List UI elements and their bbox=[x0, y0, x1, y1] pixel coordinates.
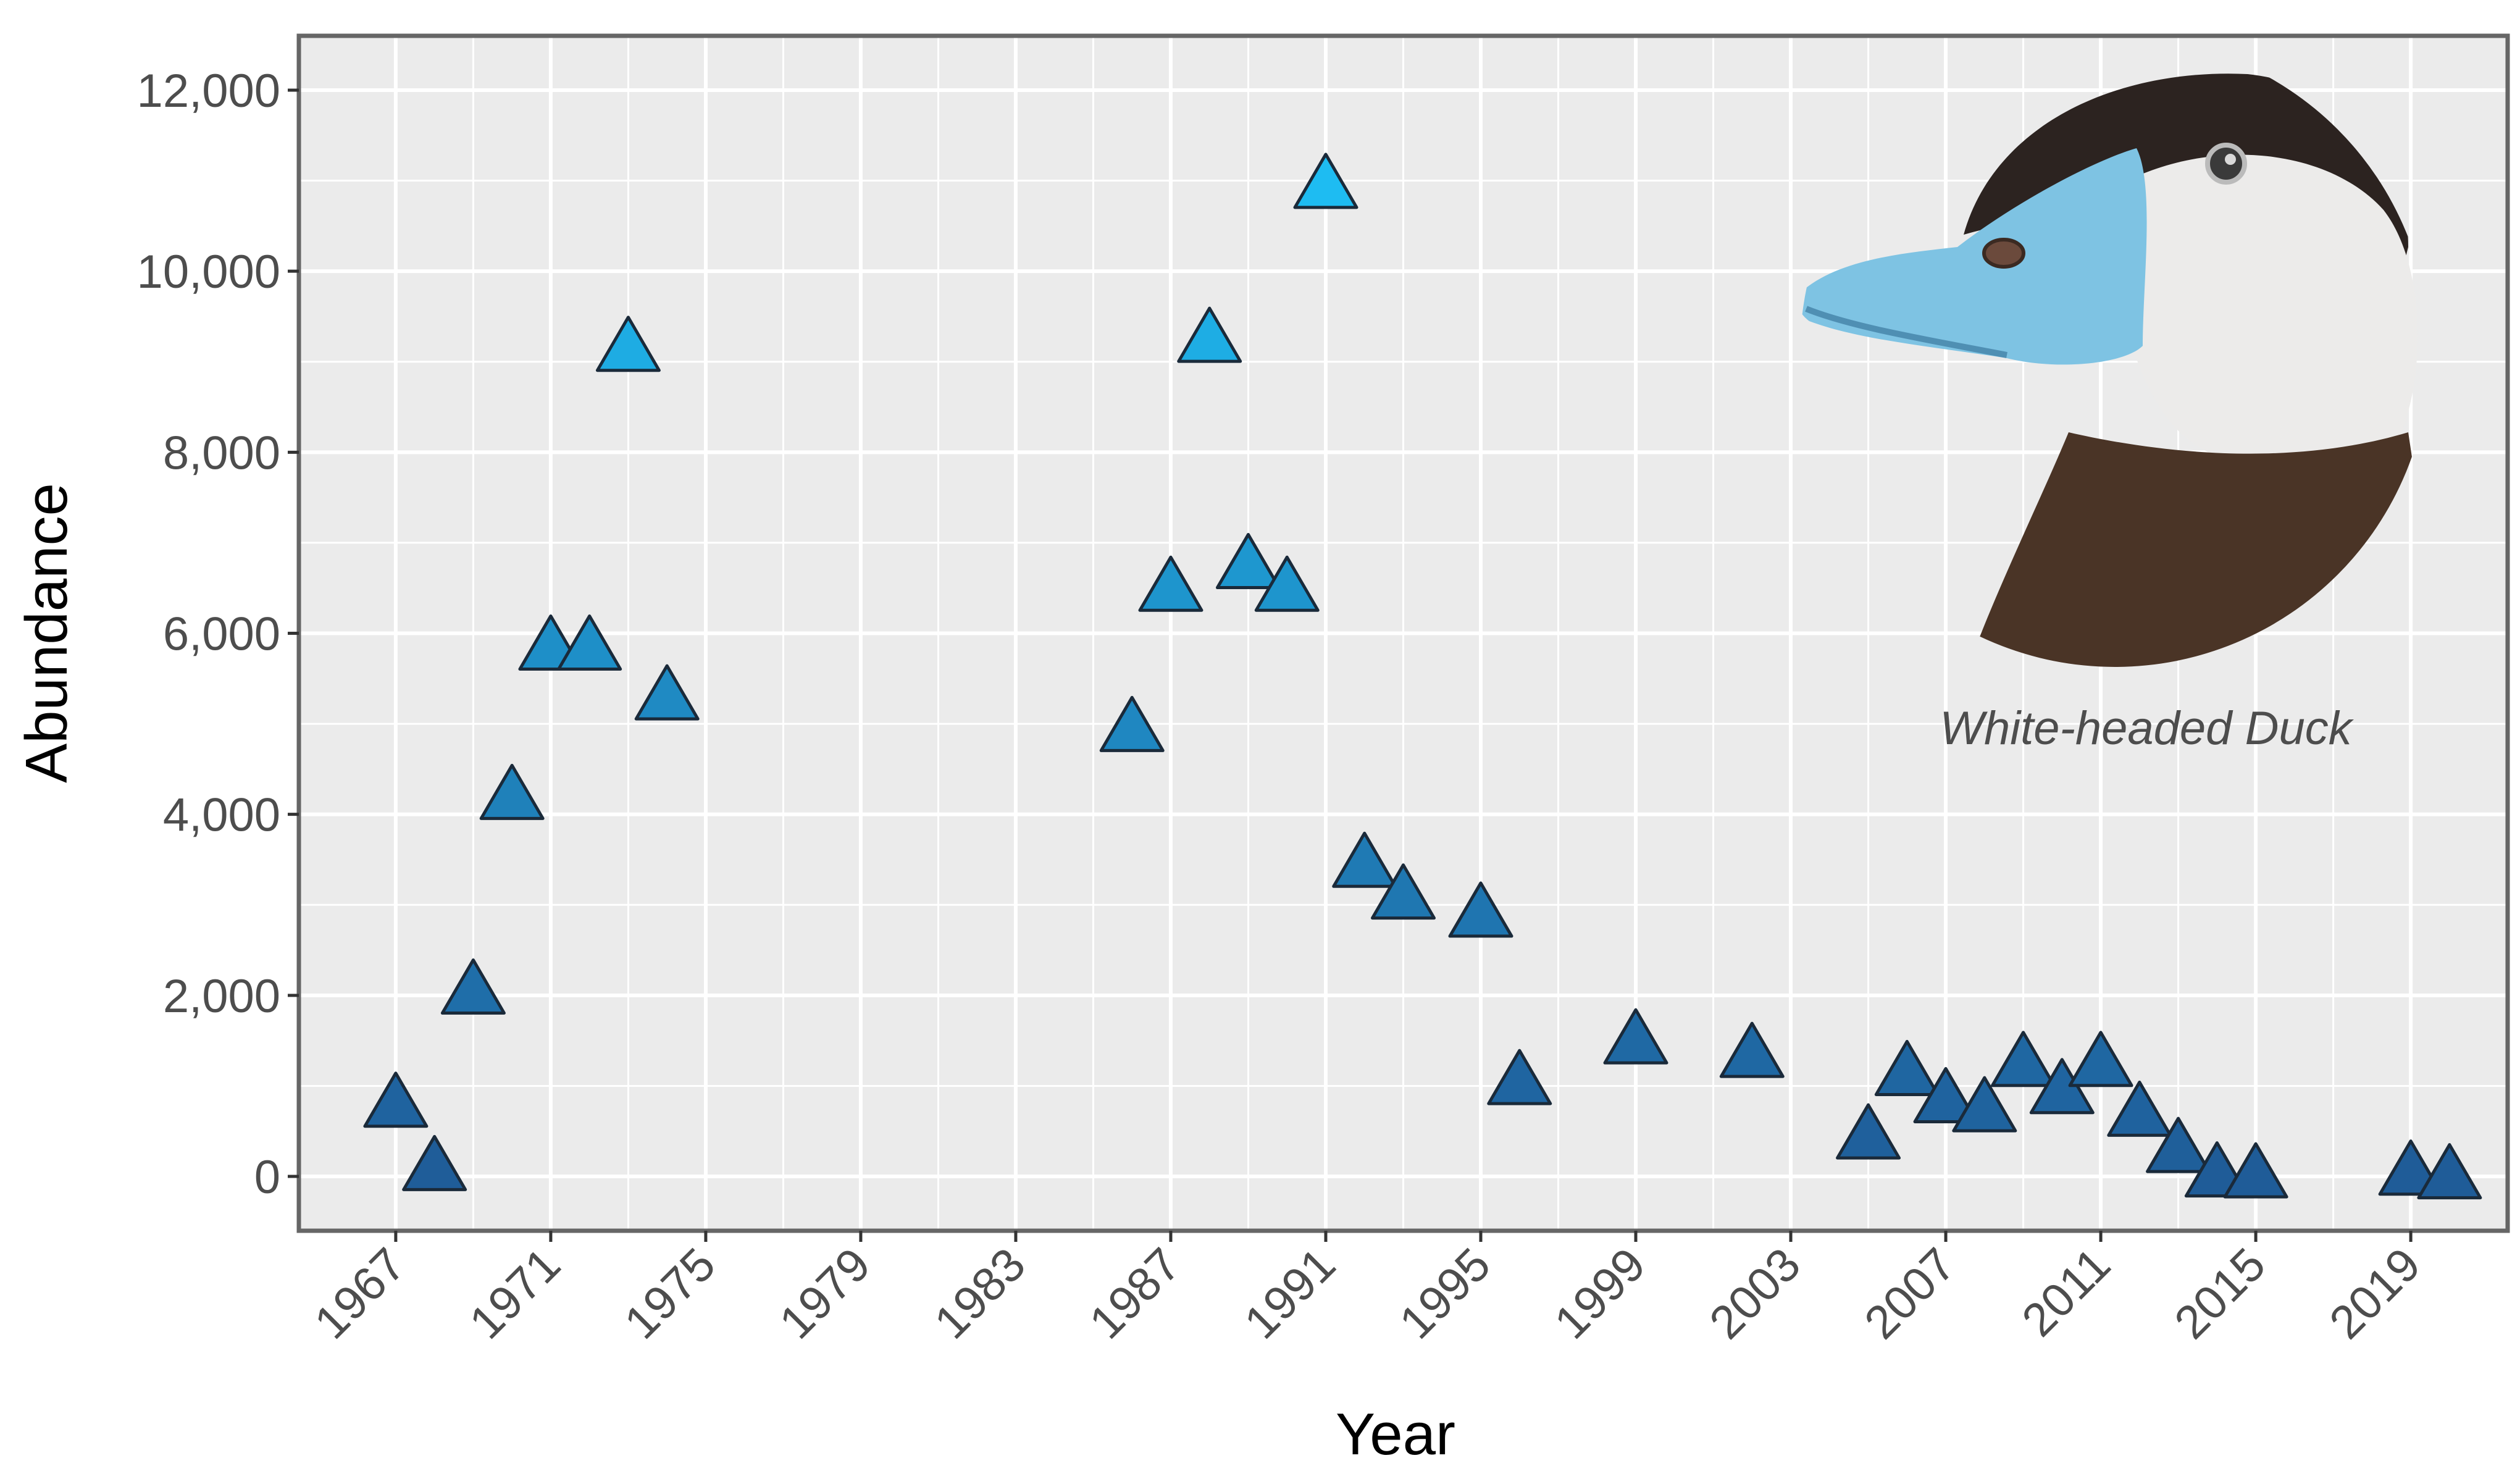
data-point-triangle bbox=[2417, 1143, 2482, 1200]
y-tick-label: 4,000 bbox=[163, 789, 280, 842]
data-point-triangle bbox=[2146, 1117, 2211, 1173]
data-point-triangle bbox=[595, 316, 661, 372]
y-tick-label: 10,000 bbox=[137, 246, 280, 298]
x-tick-label: 1991 bbox=[1234, 1238, 1346, 1349]
data-point-triangle bbox=[479, 763, 545, 820]
data-point-triangle bbox=[1913, 1066, 1978, 1123]
x-tick-label: 1987 bbox=[1079, 1238, 1191, 1349]
y-tick-label: 8,000 bbox=[163, 427, 280, 479]
x-axis: 1967 1971 1975 1979 1983 1987 1991 1995 1999 2003… bbox=[304, 1231, 2430, 1349]
data-point-triangle bbox=[2223, 1142, 2288, 1199]
data-point-triangle bbox=[557, 614, 622, 671]
data-point-triangle bbox=[1836, 1103, 1901, 1160]
data-point-triangle bbox=[1138, 555, 1203, 612]
data-point-triangle bbox=[2107, 1080, 2172, 1137]
data-point-triangle bbox=[1254, 555, 1320, 612]
y-tick-label: 2,000 bbox=[163, 970, 280, 1023]
data-point-triangle bbox=[1719, 1021, 1785, 1078]
y-tick-label: 12,000 bbox=[137, 65, 280, 117]
x-tick-label: 2007 bbox=[1854, 1238, 1965, 1349]
data-points bbox=[363, 153, 2482, 1200]
x-tick-label: 1975 bbox=[614, 1238, 726, 1349]
y-tick-label: 6,000 bbox=[163, 608, 280, 661]
data-point-triangle bbox=[1215, 533, 1281, 590]
x-tick-label: 1999 bbox=[1544, 1238, 1656, 1349]
data-point-triangle bbox=[1293, 153, 1358, 209]
species-annotation: White-headed Duck bbox=[1940, 702, 2354, 755]
data-point-triangle bbox=[1952, 1076, 2017, 1133]
data-point-triangle bbox=[2068, 1031, 2133, 1087]
x-tick-label: 2011 bbox=[2012, 1238, 2120, 1347]
y-axis: 0 2,000 4,000 6,000 8,000 10,000 12,000 bbox=[137, 65, 299, 1204]
data-point-triangle bbox=[402, 1134, 467, 1191]
data-point-triangle bbox=[2378, 1139, 2443, 1196]
data-point-triangle bbox=[1332, 831, 1397, 888]
data-point-triangle bbox=[634, 664, 700, 721]
x-tick-label: 2019 bbox=[2319, 1238, 2430, 1349]
data-point-triangle bbox=[1874, 1039, 1940, 1096]
data-point-triangle bbox=[440, 958, 506, 1015]
y-tick-label: 0 bbox=[254, 1151, 280, 1204]
x-tick-label: 2015 bbox=[2164, 1238, 2275, 1349]
data-point-triangle bbox=[1177, 306, 1242, 363]
data-point-triangle bbox=[1448, 881, 1513, 938]
data-point-triangle bbox=[1099, 695, 1165, 752]
y-axis-title: Abundance bbox=[14, 483, 80, 783]
x-tick-label: 2003 bbox=[1699, 1238, 1810, 1349]
data-point-triangle bbox=[1487, 1049, 1552, 1105]
x-tick-label: 1979 bbox=[769, 1238, 881, 1349]
data-point-triangle bbox=[1991, 1031, 2056, 1087]
x-tick-label: 1971 bbox=[459, 1238, 571, 1349]
x-tick-label: 1967 bbox=[304, 1238, 416, 1349]
data-point-triangle bbox=[1371, 863, 1436, 920]
data-point-triangle bbox=[363, 1071, 429, 1128]
data-point-triangle bbox=[1603, 1008, 1668, 1065]
x-axis-title: Year bbox=[1336, 1401, 1455, 1467]
x-tick-label: 1983 bbox=[924, 1238, 1036, 1349]
x-tick-label: 1995 bbox=[1389, 1238, 1501, 1349]
